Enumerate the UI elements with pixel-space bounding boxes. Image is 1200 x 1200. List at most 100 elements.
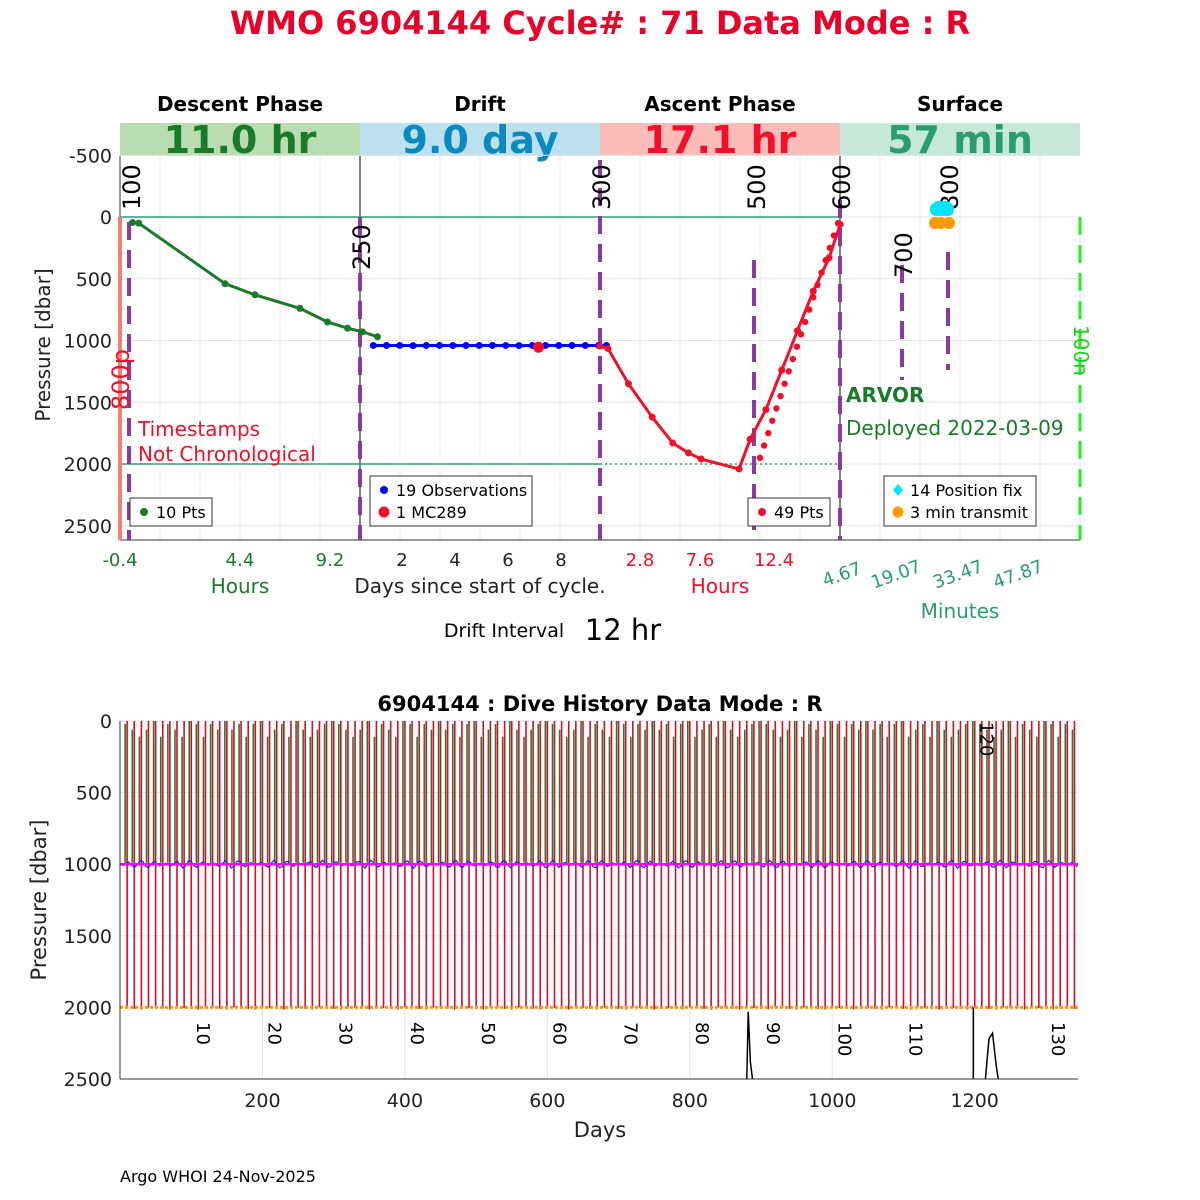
- y-tick-label: 1500: [64, 392, 112, 414]
- x-tick-label: 400: [387, 1090, 423, 1112]
- drift-legend-box: [369, 475, 533, 527]
- ascent-point: [834, 219, 842, 227]
- drift-point: [396, 341, 404, 349]
- cycle-label: 70: [620, 1022, 641, 1045]
- ascent-point: [773, 405, 780, 412]
- marker-label-600: 600: [828, 164, 856, 210]
- ascent-point: [735, 465, 743, 473]
- y-tick-label: 2500: [64, 1069, 112, 1091]
- ascent-point: [604, 345, 612, 353]
- x-tick-label: 600: [529, 1090, 565, 1112]
- ascent-point: [596, 342, 604, 350]
- ascent-point: [809, 287, 817, 295]
- ascent-point: [648, 413, 656, 421]
- drift-interval-value: 12 hr: [585, 613, 661, 647]
- x-axis-label-drift: Days since start of cycle.: [354, 574, 605, 598]
- descent-point: [296, 304, 304, 312]
- drift-point: [436, 341, 443, 349]
- drift-legend-swatch: [378, 506, 390, 518]
- y-tick-label: -500: [69, 145, 112, 167]
- x-axis-label: Days: [574, 1118, 626, 1142]
- marker-label-250: 250: [348, 224, 376, 270]
- ascent-point: [756, 454, 764, 462]
- x-tick-label-drift: 2: [396, 550, 407, 571]
- ascent-point: [669, 439, 677, 447]
- y-tick-label: 2000: [64, 454, 112, 476]
- phase-band-descent: [120, 123, 360, 156]
- ascent-point: [793, 343, 801, 350]
- dive-history-title: 6904144 : Dive History Data Mode : R: [377, 692, 822, 716]
- y-tick-label: 1000: [64, 854, 112, 876]
- ascent-point: [624, 380, 632, 388]
- drift-point: [581, 341, 589, 349]
- x-tick-label: 200: [244, 1090, 280, 1112]
- marker-label-800p: 800p: [107, 349, 135, 410]
- ascent-point: [760, 442, 768, 449]
- marker-label-100: 100: [118, 164, 146, 210]
- descent-point: [374, 333, 381, 341]
- x-tick-label-descent: -0.4: [102, 550, 137, 571]
- ascent-point: [830, 232, 838, 239]
- x-tick-label-drift: 6: [502, 550, 513, 571]
- x-tick-label-surface: 33.47: [930, 556, 986, 593]
- surface-legend-text: 3 min transmit: [910, 503, 1028, 522]
- x-tick-label-drift: 4: [449, 550, 460, 571]
- surface-legend-box: [883, 475, 1037, 527]
- y-tick-label: 1500: [64, 926, 112, 948]
- phase-band-ascent: [600, 123, 840, 156]
- phase-header-drift: Drift: [454, 92, 506, 116]
- descent-point: [324, 318, 331, 326]
- y-tick-label: 2000: [64, 997, 112, 1019]
- cycle-label: 110: [904, 1022, 925, 1056]
- ascent-point: [826, 244, 833, 252]
- descent-point: [221, 280, 229, 288]
- credit-text: Argo WHOI 24-Nov-2025: [120, 1167, 316, 1186]
- marker-label-300: 300: [588, 164, 616, 210]
- ascent-point: [746, 435, 754, 443]
- cycle-label: 120: [976, 722, 997, 756]
- drift-point: [489, 341, 496, 349]
- ascent-point: [684, 449, 692, 457]
- deployed-label: Deployed 2022-03-09: [846, 416, 1064, 440]
- cycle-label: 130: [1047, 1022, 1068, 1056]
- surface-legend-text: 14 Position fix: [910, 481, 1022, 500]
- ascent-point: [785, 368, 792, 375]
- x-tick-label-descent: 4.4: [226, 550, 255, 571]
- x-tick-label: 1200: [951, 1090, 999, 1112]
- note-line-2: Not Chronological: [138, 442, 316, 466]
- cycle-label: 20: [263, 1022, 284, 1045]
- descent-point: [135, 219, 143, 227]
- dive-history-plot: 6904144 : Dive History Data Mode : R 10 20…: [27, 692, 1078, 1142]
- cycle-label: 100: [833, 1022, 854, 1056]
- drift-point: [383, 341, 390, 349]
- y-axis-label: Pressure [dbar]: [31, 268, 55, 421]
- drift-point: [462, 341, 470, 349]
- ascent-point: [789, 355, 797, 363]
- y-axis-label: Pressure [dbar]: [27, 820, 51, 981]
- ascent-point: [781, 380, 788, 387]
- cycle-label: 40: [406, 1022, 427, 1045]
- descent-line: [132, 221, 378, 339]
- x-tick-label-ascent: 2.8: [626, 550, 655, 571]
- x-tick-label-drift: 8: [555, 550, 566, 571]
- x-tick-label: 800: [672, 1090, 708, 1112]
- x-tick-label-ascent: 7.6: [686, 550, 715, 571]
- x-tick-label-surface: 4.67: [820, 558, 865, 591]
- phase-header-surface: Surface: [917, 92, 1003, 116]
- ascent-point: [801, 318, 809, 326]
- cycle-label: 90: [762, 1022, 783, 1045]
- cycle-label: 80: [691, 1022, 712, 1045]
- descent-legend-swatch: [140, 508, 148, 516]
- drift-point: [409, 342, 417, 350]
- float-type-label: ARVOR: [846, 383, 924, 407]
- x-axis-label-surface: Minutes: [921, 599, 1000, 623]
- phase-band-drift: [360, 123, 600, 156]
- ascent-point: [697, 455, 705, 463]
- drift-point: [568, 341, 576, 349]
- ascent-point: [818, 269, 825, 276]
- x-tick-label-surface: 19.07: [868, 556, 924, 593]
- surface-legend-swatch: [893, 484, 903, 496]
- marker-label-500: 500: [743, 164, 771, 210]
- ascent-point: [810, 294, 817, 301]
